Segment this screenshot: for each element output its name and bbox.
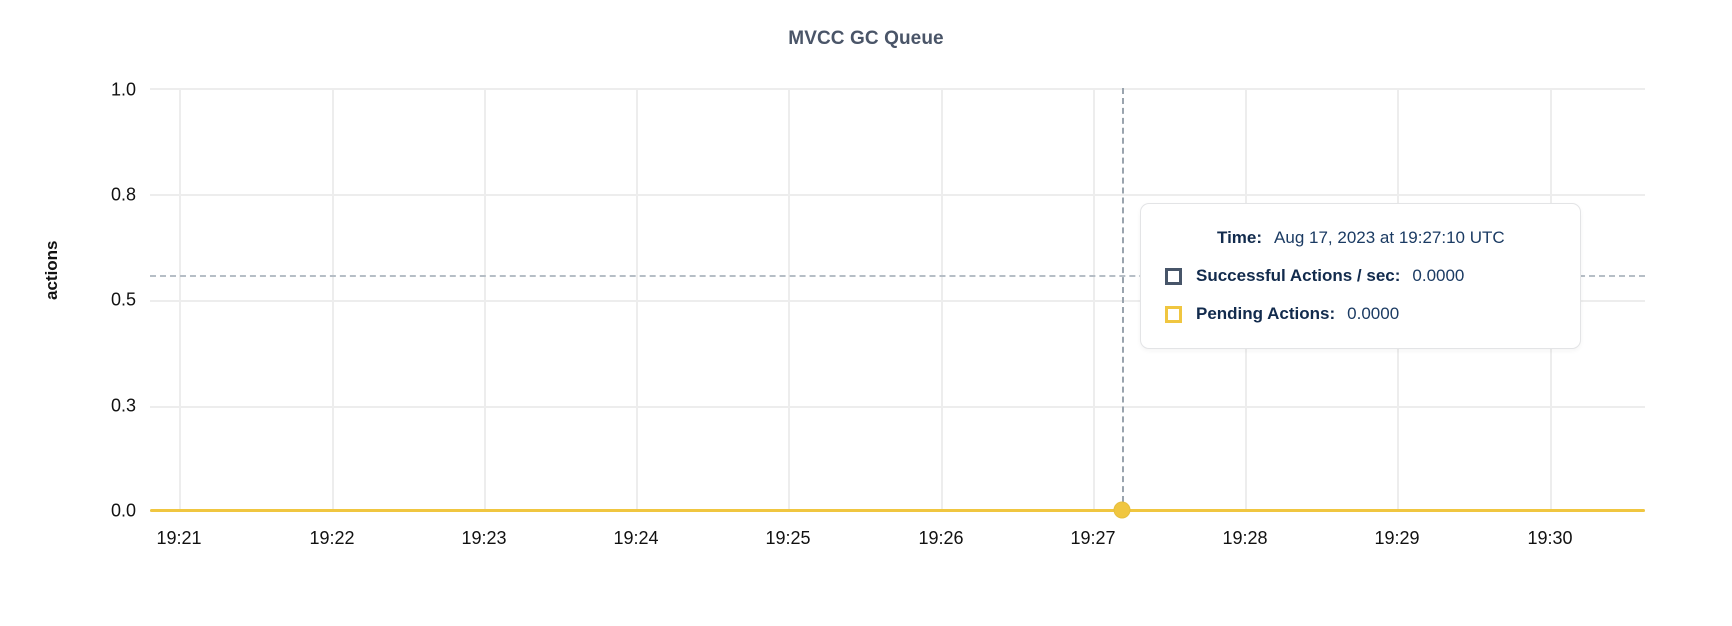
x-tick-label-7: 19:27: [1070, 528, 1116, 548]
tooltip-time-value: Aug 17, 2023 at 19:27:10 UTC: [1274, 228, 1505, 247]
x-tick-label-10: 19:30: [1527, 528, 1573, 548]
gridline-h-3: [150, 300, 1645, 302]
x-tick-label-8: 19:28: [1222, 528, 1268, 548]
tooltip-time-row: Time: Aug 17, 2023 at 19:27:10 UTC: [1165, 228, 1554, 248]
x-tick-label-1: 19:21: [156, 528, 202, 548]
page-title: MVCC GC Queue: [788, 28, 944, 49]
tooltip-series-value-pending-actions: 0.0000: [1347, 304, 1400, 323]
gridline-v-1: [179, 88, 181, 512]
legend-swatch-pending-actions-icon: [1165, 305, 1182, 323]
gridline-v-7: [1093, 88, 1095, 512]
x-tick-label-2: 19:22: [309, 528, 355, 548]
tooltip-series-row-pending-actions: Pending Actions: 0.0000: [1165, 304, 1554, 324]
tooltip-series-label-successful-actions: Successful Actions / sec:: [1196, 266, 1401, 285]
legend-swatch-successful-actions-icon: [1165, 267, 1182, 285]
gridline-h-1: [150, 88, 1645, 90]
crosshair-horizontal: [150, 275, 1645, 277]
y-tick-label-1: 1.0: [110, 79, 136, 100]
tooltip-time-label: Time:: [1217, 228, 1263, 247]
x-tick-label-5: 19:25: [765, 528, 811, 548]
series-line-pending-actions: [150, 509, 1645, 512]
gridline-v-5: [788, 88, 790, 512]
crosshair-vertical: [1122, 88, 1124, 512]
x-tick-label-4: 19:24: [613, 528, 659, 548]
y-tick-label-4: 0.3: [110, 395, 136, 416]
y-axis-label: actions: [42, 240, 61, 300]
gridline-v-3: [484, 88, 486, 512]
y-tick-label-2: 0.8: [110, 184, 136, 205]
hover-tooltip: Time: Aug 17, 2023 at 19:27:10 UTC Succe…: [1140, 203, 1581, 349]
tooltip-series-value-successful-actions: 0.0000: [1412, 266, 1465, 285]
x-tick-label-3: 19:23: [461, 528, 507, 548]
gridline-h-4: [150, 406, 1645, 408]
gridline-v-2: [332, 88, 334, 512]
hover-data-point[interactable]: [1113, 501, 1131, 519]
gridline-v-4: [636, 88, 638, 512]
gridline-v-6: [941, 88, 943, 512]
gridline-h-2: [150, 194, 1645, 196]
tooltip-series-row-successful-actions: Successful Actions / sec: 0.0000: [1165, 266, 1554, 286]
y-tick-label-5: 0.0: [110, 500, 136, 521]
x-tick-label-9: 19:29: [1374, 528, 1420, 548]
x-tick-label-6: 19:26: [918, 528, 964, 548]
y-tick-label-3: 0.5: [110, 289, 136, 310]
tooltip-series-label-pending-actions: Pending Actions:: [1196, 304, 1336, 323]
